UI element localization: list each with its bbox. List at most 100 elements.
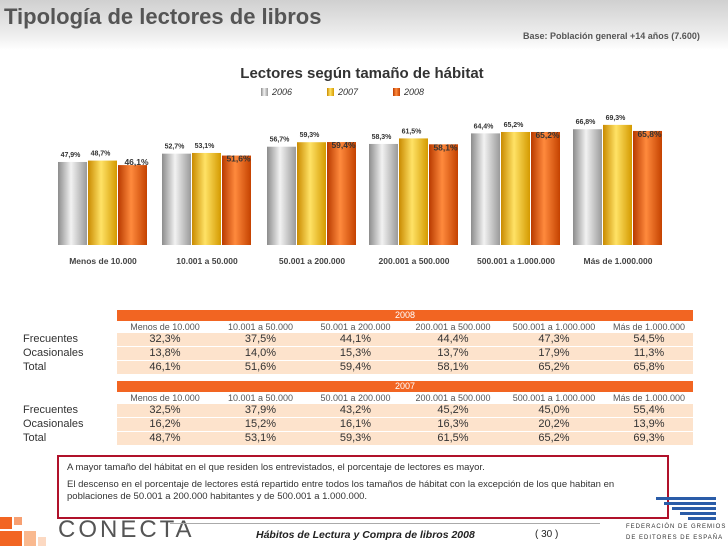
data-label: 52,7% <box>165 144 186 151</box>
table-row: Total 48,7% 53,1% 59,3% 61,5% 65,2% 69,3… <box>20 431 693 446</box>
conecta-logo-mark <box>0 517 46 546</box>
table-cell: 37,9% <box>213 404 308 418</box>
table-cell: 58,1% <box>403 360 503 375</box>
row-label: Ocasionales <box>20 417 117 432</box>
category-label: 50.001 a 200.000 <box>279 256 345 266</box>
table-cell: 32,5% <box>117 404 213 418</box>
federacion-name: FEDERACIÓN DE GREMIOS <box>626 524 727 530</box>
bar-2008 <box>429 144 458 245</box>
table-cell: 48,7% <box>117 431 213 446</box>
table-cell: 11,3% <box>605 346 693 361</box>
bar-2007 <box>88 160 117 245</box>
col-header: Más de 1.000.000 <box>605 321 693 333</box>
table-cell: 46,1% <box>117 360 213 375</box>
col-header: 200.001 a 500.000 <box>403 392 503 404</box>
table-cell: 20,2% <box>503 417 605 432</box>
table-cell: 61,5% <box>403 431 503 446</box>
category-label: 10.001 a 50.000 <box>176 256 238 266</box>
bar-2008 <box>118 165 147 245</box>
bar-2007 <box>501 131 530 245</box>
table-cell: 13,7% <box>403 346 503 361</box>
data-label: 65,2% <box>504 122 525 129</box>
table-year: 2008 <box>117 310 693 321</box>
table-2007: 2007 Menos de 10.000 10.001 a 50.000 50.… <box>20 381 693 446</box>
table-cell: 13,8% <box>117 346 213 361</box>
bar-2007 <box>192 152 221 245</box>
bar-2008 <box>222 155 251 245</box>
conclusion-box: A mayor tamaño del hábitat en el que res… <box>57 455 669 519</box>
table-cell: 16,3% <box>403 417 503 432</box>
page-title: Tipología de lectores de libros <box>4 4 322 29</box>
col-header: 10.001 a 50.000 <box>213 321 308 333</box>
conclusion-text: A mayor tamaño del hábitat en el que res… <box>67 462 485 473</box>
col-header: 500.001 a 1.000.000 <box>503 321 605 333</box>
bar-2006 <box>573 129 602 245</box>
table-cell: 43,2% <box>308 404 403 418</box>
bars: 47,9% 48,7% 46,1% Menos de 10.000 52,7% 53,1%… <box>58 115 662 266</box>
table-row: Ocasionales 13,8% 14,0% 15,3% 13,7% 17,9… <box>20 346 693 361</box>
legend-swatch-2007 <box>327 88 334 96</box>
table-cell: 51,6% <box>213 360 308 375</box>
table-cell: 16,1% <box>308 417 403 432</box>
conecta-logo-text: CONECTA <box>58 516 195 543</box>
bar-2006 <box>58 161 87 245</box>
data-label: 51,6% <box>226 154 251 164</box>
table-cell: 32,3% <box>117 333 213 347</box>
footer-title: Hábitos de Lectura y Compra de libros 20… <box>256 529 475 541</box>
table-cell: 65,2% <box>503 431 605 446</box>
col-header: 50.001 a 200.000 <box>308 392 403 404</box>
bar-2006 <box>162 153 191 245</box>
data-label: 46,1% <box>124 157 149 167</box>
table-row: Ocasionales 16,2% 15,2% 16,1% 16,3% 20,2… <box>20 417 693 432</box>
table-cell: 37,5% <box>213 333 308 347</box>
data-label: 66,8% <box>576 119 597 126</box>
table-row: Frecuentes 32,5% 37,9% 43,2% 45,2% 45,0%… <box>20 404 693 418</box>
data-label: 59,4% <box>331 140 356 150</box>
legend: 2006 2007 2008 <box>261 87 424 97</box>
conclusion-text: El descenso en el porcentaje de lectores… <box>67 479 615 502</box>
data-label: 48,7% <box>91 151 112 158</box>
data-label: 47,9% <box>61 152 82 159</box>
table-cell: 15,3% <box>308 346 403 361</box>
table-row: Frecuentes 32,3% 37,5% 44,1% 44,4% 47,3%… <box>20 333 693 347</box>
table-cell: 65,2% <box>503 360 605 375</box>
col-header: 200.001 a 500.000 <box>403 321 503 333</box>
data-label: 53,1% <box>195 143 216 150</box>
row-label: Frecuentes <box>20 404 117 418</box>
legend-label: 2008 <box>403 87 424 97</box>
row-label: Total <box>20 360 117 375</box>
table-cell: 53,1% <box>213 431 308 446</box>
table-cell: 15,2% <box>213 417 308 432</box>
title-band <box>0 0 728 50</box>
federacion-name: DE EDITORES DE ESPAÑA <box>626 535 724 541</box>
footer-divider <box>170 523 600 524</box>
col-header: Menos de 10.000 <box>117 321 213 333</box>
data-label: 58,1% <box>433 142 458 152</box>
table-cell: 45,0% <box>503 404 605 418</box>
category-label: 200.001 a 500.000 <box>379 256 450 266</box>
data-label: 65,2% <box>535 130 560 140</box>
table-cell: 65,8% <box>605 360 693 375</box>
data-label: 65,8% <box>637 129 662 139</box>
table-cell: 44,4% <box>403 333 503 347</box>
bar-2006 <box>369 143 398 245</box>
row-label: Total <box>20 431 117 446</box>
col-header: 10.001 a 50.000 <box>213 392 308 404</box>
data-label: 64,4% <box>474 123 495 130</box>
row-label: Frecuentes <box>20 333 117 347</box>
col-header: 50.001 a 200.000 <box>308 321 403 333</box>
col-header: Más de 1.000.000 <box>605 392 693 404</box>
bar-2007 <box>603 124 632 245</box>
bar-2008 <box>327 142 356 245</box>
table-year: 2007 <box>117 381 693 392</box>
chart-title: Lectores según tamaño de hábitat <box>240 65 483 82</box>
legend-label: 2007 <box>337 87 359 97</box>
legend-swatch-2006 <box>261 88 268 96</box>
table-cell: 45,2% <box>403 404 503 418</box>
table-cell: 55,4% <box>605 404 693 418</box>
bar-2006 <box>267 146 296 245</box>
category-label: 500.001 a 1.000.000 <box>477 256 555 266</box>
data-label: 69,3% <box>606 115 627 122</box>
row-label: Ocasionales <box>20 346 117 361</box>
page-number: ( 30 ) <box>535 529 559 540</box>
